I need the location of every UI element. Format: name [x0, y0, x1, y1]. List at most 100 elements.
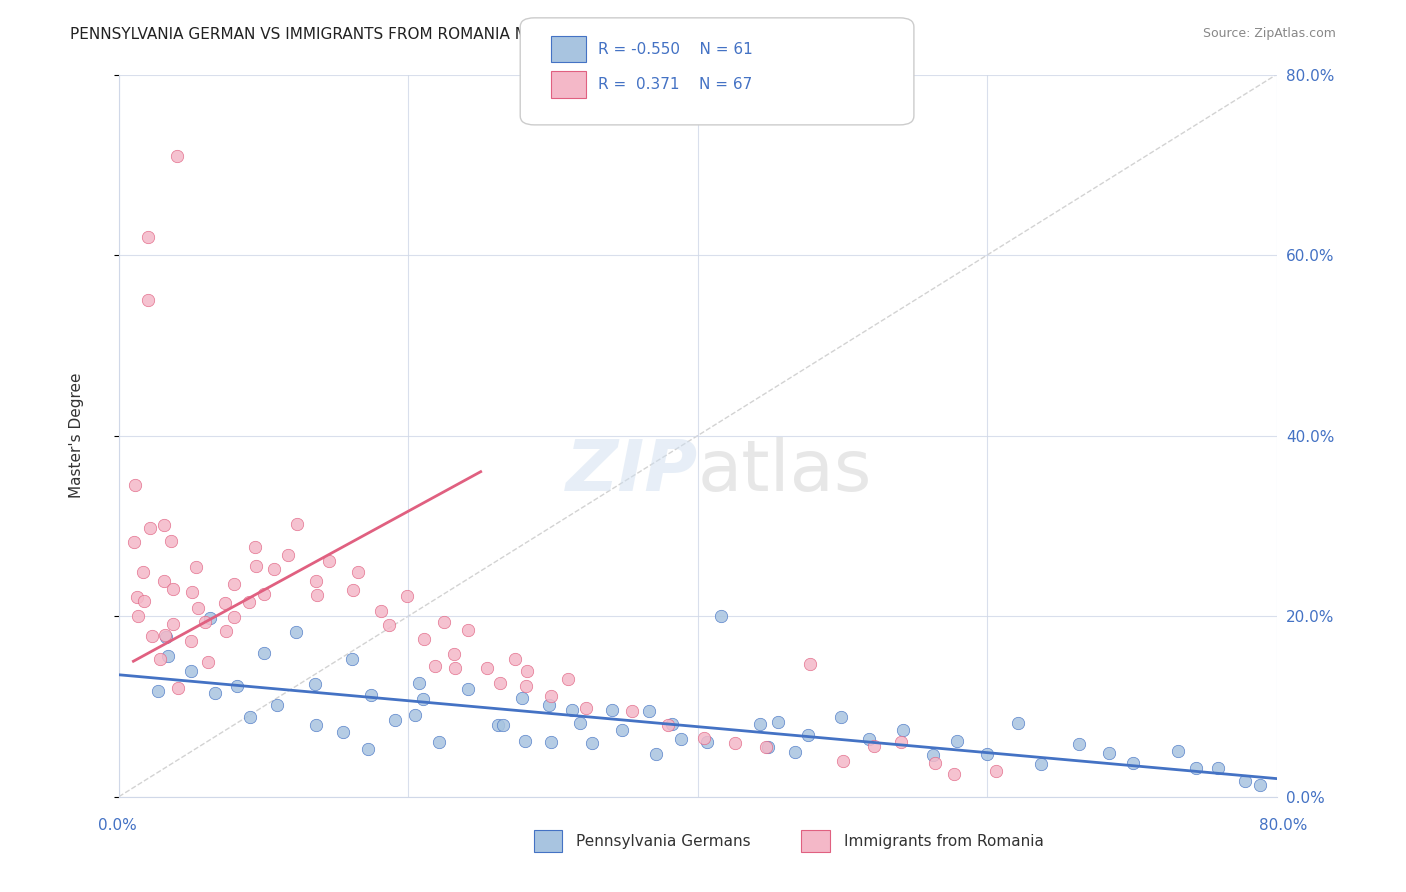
Point [146, 683, 169, 698]
Point [180, 634, 202, 648]
Point [238, 595, 260, 609]
Point [1029, 756, 1052, 771]
Point [1167, 744, 1189, 758]
Point [976, 747, 998, 761]
Point [858, 731, 880, 746]
Point [638, 704, 661, 718]
Point [756, 739, 779, 754]
Point [224, 577, 246, 591]
Point [200, 611, 222, 625]
Point [318, 554, 340, 568]
Point [197, 656, 219, 670]
Point [180, 584, 202, 599]
Point [710, 608, 733, 623]
Point [540, 689, 562, 703]
Point [1067, 737, 1090, 751]
Point [266, 698, 288, 712]
Point [132, 593, 155, 607]
Point [307, 588, 329, 602]
Point [187, 601, 209, 615]
Point [696, 735, 718, 749]
Point [600, 703, 623, 717]
Point [160, 534, 183, 549]
Point [755, 740, 778, 755]
Point [942, 766, 965, 780]
Text: 80.0%: 80.0% [1260, 818, 1308, 832]
Point [489, 676, 512, 690]
Point [510, 690, 533, 705]
Point [127, 608, 149, 623]
Point [492, 718, 515, 732]
Point [569, 716, 592, 731]
Text: R =  0.371    N = 67: R = 0.371 N = 67 [598, 78, 752, 92]
Point [141, 629, 163, 643]
Point [1206, 761, 1229, 775]
Point [408, 676, 430, 690]
Point [253, 646, 276, 660]
Point [124, 477, 146, 491]
Point [347, 565, 370, 579]
Point [749, 717, 772, 731]
Point [284, 625, 307, 640]
Point [285, 516, 308, 531]
Point [239, 710, 262, 724]
Point [427, 735, 450, 749]
Point [155, 630, 177, 644]
Point [136, 230, 159, 244]
Point [924, 756, 946, 771]
Point [513, 733, 536, 747]
Point [890, 735, 912, 749]
Point [657, 718, 679, 732]
Point [153, 574, 176, 588]
Point [305, 718, 328, 732]
Point [443, 647, 465, 661]
Point [799, 657, 821, 671]
Point [433, 615, 456, 630]
Text: Immigrants from Romania: Immigrants from Romania [844, 834, 1043, 848]
Point [404, 708, 426, 723]
Point [423, 659, 446, 673]
Point [305, 574, 328, 589]
Point [243, 540, 266, 554]
Point [340, 652, 363, 666]
Point [516, 665, 538, 679]
Point [891, 723, 914, 738]
Text: atlas: atlas [697, 437, 872, 506]
Point [180, 664, 202, 678]
Point [575, 700, 598, 714]
Point [162, 616, 184, 631]
Point [215, 624, 238, 639]
Point [1249, 778, 1271, 792]
Point [132, 565, 155, 579]
Point [661, 717, 683, 731]
Text: PENNSYLVANIA GERMAN VS IMMIGRANTS FROM ROMANIA MASTER'S DEGREE CORRELATION CHART: PENNSYLVANIA GERMAN VS IMMIGRANTS FROM R… [70, 27, 830, 42]
Point [304, 677, 326, 691]
Point [245, 559, 267, 574]
Point [156, 649, 179, 664]
Text: ZIP: ZIP [565, 437, 697, 506]
Point [214, 596, 236, 610]
Point [139, 521, 162, 535]
Point [360, 688, 382, 702]
Text: 0.0%: 0.0% [98, 818, 138, 832]
Y-axis label: Master's Degree: Master's Degree [69, 373, 84, 499]
Point [693, 731, 716, 746]
Point [253, 587, 276, 601]
Point [136, 293, 159, 308]
Point [457, 624, 479, 638]
Point [644, 747, 666, 761]
Point [412, 691, 434, 706]
Point [166, 149, 188, 163]
Point [149, 652, 172, 666]
Point [505, 652, 527, 666]
Point [766, 715, 789, 730]
Point [796, 728, 818, 742]
Point [184, 560, 207, 574]
Point [610, 723, 633, 738]
Point [540, 735, 562, 749]
Point [862, 739, 884, 753]
Point [370, 604, 392, 618]
Point [413, 632, 436, 647]
Text: Pennsylvania Germans: Pennsylvania Germans [576, 834, 751, 848]
Point [1098, 746, 1121, 760]
